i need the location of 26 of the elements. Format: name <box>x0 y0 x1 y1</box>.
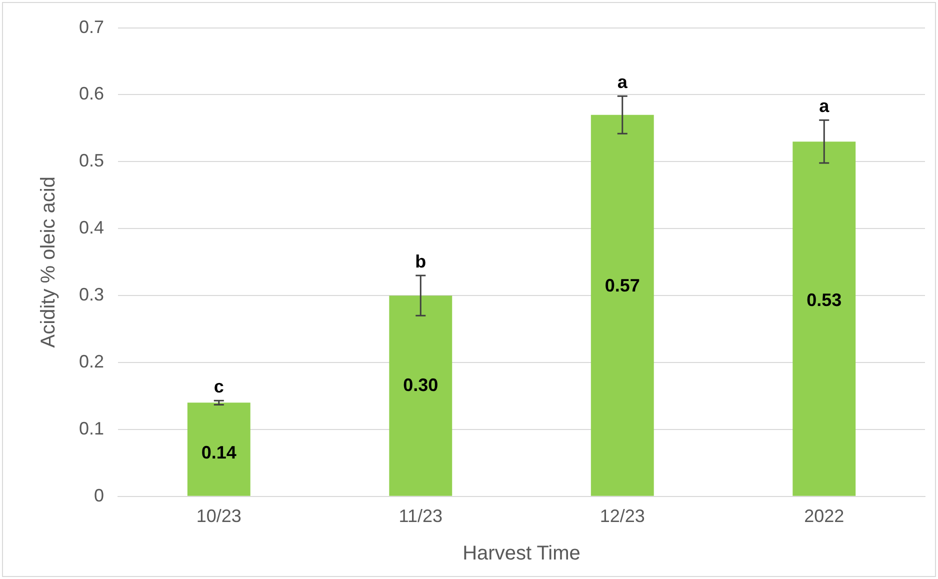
data-label: 0.57 <box>604 276 640 296</box>
data-label: 0.53 <box>806 290 842 310</box>
bar <box>590 114 654 496</box>
y-tick-label: 0.7 <box>78 16 104 37</box>
data-label: 0.14 <box>201 442 236 463</box>
x-tick-label: 2022 <box>804 506 844 526</box>
annotation: b <box>415 251 426 272</box>
x-axis-title: Harvest Time <box>462 542 580 565</box>
bar <box>389 296 452 496</box>
y-axis-title: Acidity % oleic acid <box>38 176 60 348</box>
annotation: a <box>819 96 830 116</box>
bar <box>187 402 250 496</box>
y-tick-label: 0.4 <box>78 218 104 238</box>
y-tick-label: 0.1 <box>78 418 104 438</box>
y-tick-label: 0 <box>94 485 104 506</box>
x-tick-label: 11/23 <box>398 506 442 526</box>
y-tick-label: 0.2 <box>78 351 104 372</box>
y-tick-label: 0.5 <box>78 150 104 171</box>
data-label: 0.30 <box>403 374 438 395</box>
y-tick-label: 0.6 <box>78 84 104 104</box>
annotation: c <box>214 376 224 397</box>
x-tick-label: 12/23 <box>600 506 645 526</box>
y-tick-label: 0.3 <box>78 284 104 305</box>
bar <box>792 142 856 496</box>
annotation: a <box>617 72 628 92</box>
x-tick-label: 10/23 <box>196 506 242 526</box>
